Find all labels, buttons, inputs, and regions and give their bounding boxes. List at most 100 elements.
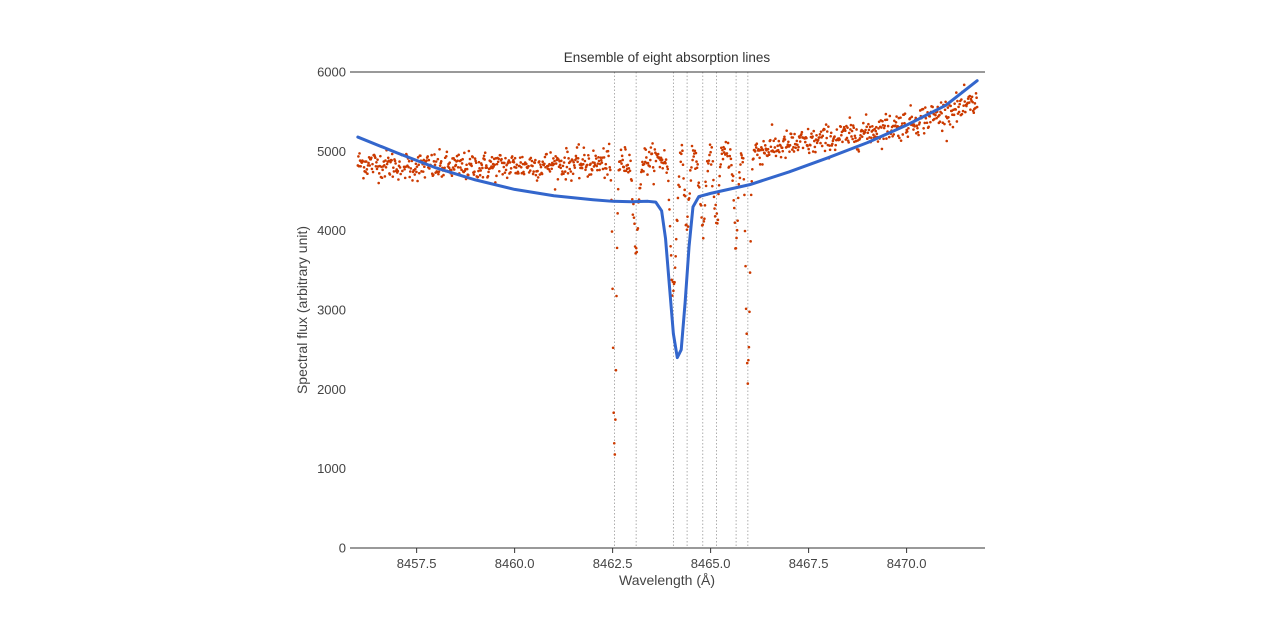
data-point <box>427 158 431 162</box>
data-point <box>661 166 665 170</box>
data-point <box>616 212 619 215</box>
data-point <box>957 110 961 114</box>
data-point <box>654 159 658 163</box>
data-point <box>924 116 928 120</box>
data-point <box>810 132 813 135</box>
data-point <box>616 187 620 191</box>
data-point <box>425 159 428 162</box>
data-point <box>855 128 858 131</box>
data-point <box>703 204 707 207</box>
data-point <box>964 110 967 114</box>
data-point <box>619 159 622 163</box>
data-point <box>779 144 782 147</box>
data-point <box>430 153 433 157</box>
data-point <box>407 159 411 163</box>
data-point <box>819 130 823 133</box>
x-tick-label: 8465.0 <box>691 556 731 571</box>
data-point <box>375 167 379 171</box>
data-point <box>811 150 815 153</box>
data-point <box>829 131 833 135</box>
data-point <box>571 172 575 176</box>
data-point <box>820 144 824 148</box>
data-point <box>828 144 831 147</box>
data-point <box>539 165 543 169</box>
data-point <box>818 136 821 139</box>
data-point <box>364 160 368 163</box>
data-point <box>960 98 963 101</box>
data-point <box>399 172 402 176</box>
data-point <box>596 162 600 165</box>
data-point <box>663 148 666 152</box>
data-point <box>687 196 691 200</box>
data-point <box>938 113 941 117</box>
data-point <box>575 146 579 149</box>
data-point <box>621 158 624 162</box>
data-point <box>583 159 587 163</box>
data-point <box>943 122 946 126</box>
data-point <box>818 133 822 136</box>
data-point <box>907 126 910 130</box>
data-point <box>651 142 654 145</box>
data-point <box>553 188 557 191</box>
data-point <box>922 126 925 130</box>
data-point <box>789 132 793 136</box>
data-point <box>668 224 672 228</box>
data-point <box>504 168 508 172</box>
data-point <box>630 179 634 182</box>
data-point <box>712 195 716 199</box>
data-point <box>747 345 751 349</box>
data-point <box>798 140 802 143</box>
data-point <box>448 161 452 164</box>
data-point <box>624 148 627 151</box>
data-point <box>620 162 623 165</box>
data-point <box>602 156 606 159</box>
data-point <box>652 182 655 186</box>
data-point <box>624 169 628 173</box>
data-point <box>554 154 557 158</box>
data-point <box>913 125 916 128</box>
data-point <box>600 161 604 164</box>
x-tick-label: 8467.5 <box>789 556 829 571</box>
data-point <box>709 150 712 154</box>
data-point <box>690 144 694 148</box>
x-tick-label: 8457.5 <box>397 556 437 571</box>
data-point <box>609 168 612 172</box>
data-point <box>772 139 776 143</box>
data-point <box>968 94 972 98</box>
data-point <box>788 150 791 153</box>
data-point <box>386 156 390 160</box>
data-point <box>609 179 613 182</box>
data-point <box>392 166 395 169</box>
data-point <box>841 140 844 144</box>
data-point <box>612 411 615 415</box>
data-point <box>521 155 524 159</box>
data-point <box>366 172 369 175</box>
data-point <box>465 167 469 171</box>
data-point <box>411 179 414 182</box>
data-point <box>791 148 794 151</box>
data-point <box>682 177 685 180</box>
data-point <box>736 196 740 200</box>
model-line <box>356 79 979 360</box>
data-point <box>821 134 825 138</box>
data-point <box>496 160 500 164</box>
data-point <box>783 135 786 139</box>
data-point <box>388 173 392 176</box>
data-point <box>504 156 507 160</box>
data-point <box>685 223 688 227</box>
data-point <box>947 120 951 123</box>
data-point <box>407 165 410 169</box>
data-point <box>788 143 792 147</box>
data-point <box>571 159 574 162</box>
y-tick-label: 0 <box>339 541 346 556</box>
data-point <box>685 228 689 231</box>
data-point <box>367 161 370 165</box>
data-point <box>419 154 422 157</box>
data-point <box>522 172 526 176</box>
data-point <box>550 167 553 171</box>
data-point <box>893 119 896 123</box>
data-point <box>767 150 770 154</box>
data-point <box>940 111 943 115</box>
data-point <box>779 155 783 159</box>
data-point <box>485 166 489 169</box>
